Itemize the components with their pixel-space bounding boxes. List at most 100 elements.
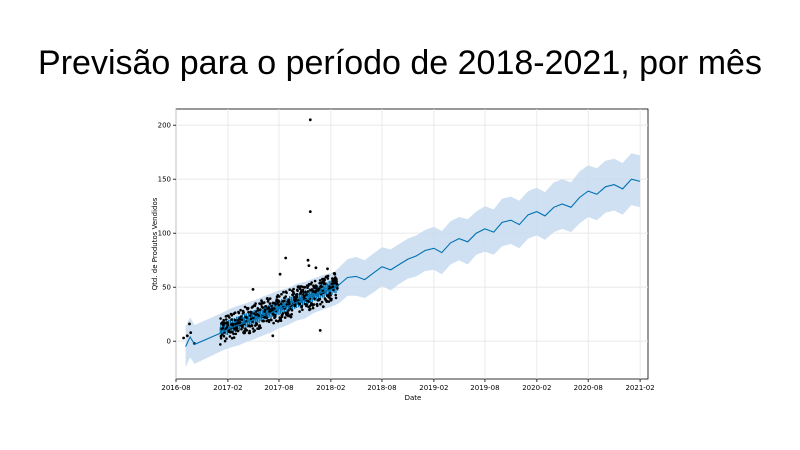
observed-point bbox=[268, 297, 272, 300]
observed-point bbox=[304, 290, 307, 294]
observed-point bbox=[272, 307, 276, 310]
observed-points bbox=[182, 118, 340, 346]
observed-point bbox=[219, 317, 222, 320]
observed-point bbox=[230, 336, 234, 340]
observed-point bbox=[281, 312, 285, 315]
observed-point bbox=[284, 295, 288, 298]
observed-point bbox=[308, 118, 312, 122]
observed-point bbox=[331, 285, 335, 288]
observed-point bbox=[287, 298, 291, 302]
observed-point bbox=[323, 282, 327, 286]
observed-point bbox=[277, 300, 281, 303]
y-axis-label: Qtd. de Produtos Vendidos bbox=[151, 197, 159, 290]
observed-point bbox=[290, 308, 294, 312]
observed-point bbox=[263, 301, 266, 304]
observed-point bbox=[235, 327, 239, 330]
observed-point bbox=[287, 300, 291, 304]
observed-point bbox=[329, 294, 332, 297]
x-tick-label: 2017-08 bbox=[264, 384, 293, 392]
observed-point bbox=[326, 274, 330, 278]
observed-point bbox=[319, 302, 322, 306]
observed-point bbox=[250, 311, 253, 315]
observed-point bbox=[228, 335, 232, 338]
observed-point bbox=[297, 285, 301, 288]
observed-point bbox=[298, 287, 302, 291]
observed-point bbox=[232, 332, 235, 336]
observed-point bbox=[268, 302, 272, 305]
observed-point bbox=[219, 336, 223, 340]
observed-point bbox=[325, 299, 329, 303]
observed-point bbox=[236, 329, 240, 333]
observed-point bbox=[282, 299, 286, 303]
observed-point bbox=[303, 294, 307, 298]
y-tick-label: 0 bbox=[167, 338, 171, 346]
observed-point bbox=[318, 329, 322, 332]
observed-point bbox=[254, 310, 258, 313]
observed-point bbox=[243, 305, 247, 309]
observed-point bbox=[301, 288, 305, 292]
observed-point bbox=[189, 331, 193, 334]
observed-point bbox=[316, 304, 319, 308]
observed-point bbox=[283, 316, 287, 319]
observed-point bbox=[188, 322, 191, 326]
observed-point bbox=[224, 318, 228, 321]
observed-point bbox=[328, 291, 332, 295]
observed-point bbox=[255, 323, 259, 326]
observed-point bbox=[245, 316, 248, 320]
observed-point bbox=[301, 308, 304, 312]
observed-point bbox=[326, 277, 330, 280]
observed-point bbox=[226, 324, 230, 327]
observed-point bbox=[284, 256, 288, 260]
observed-point bbox=[250, 324, 254, 327]
observed-point bbox=[246, 306, 250, 310]
observed-point bbox=[221, 326, 225, 330]
observed-point bbox=[315, 285, 318, 289]
observed-point bbox=[318, 287, 321, 290]
x-tick-label: 2017-02 bbox=[213, 384, 242, 392]
observed-point bbox=[313, 279, 317, 283]
observed-point bbox=[306, 258, 310, 262]
x-axis-label: Date bbox=[405, 394, 422, 402]
observed-point bbox=[295, 293, 299, 296]
observed-point bbox=[225, 326, 229, 329]
observed-point bbox=[234, 322, 237, 326]
observed-point bbox=[289, 315, 293, 319]
observed-point bbox=[239, 308, 242, 312]
observed-point bbox=[220, 333, 224, 336]
observed-point bbox=[274, 303, 277, 306]
observed-point bbox=[271, 308, 274, 312]
observed-point bbox=[327, 293, 330, 297]
observed-point bbox=[280, 315, 284, 319]
observed-point bbox=[234, 332, 238, 336]
observed-point bbox=[237, 311, 241, 315]
observed-point bbox=[257, 314, 261, 317]
observed-point bbox=[278, 295, 281, 298]
observed-point bbox=[270, 304, 273, 308]
observed-point bbox=[264, 305, 268, 308]
observed-point bbox=[280, 292, 283, 296]
observed-point bbox=[259, 326, 262, 330]
observed-point bbox=[182, 336, 186, 340]
observed-point bbox=[253, 304, 257, 308]
observed-point bbox=[240, 318, 243, 322]
observed-point bbox=[300, 304, 304, 308]
observed-point bbox=[282, 290, 285, 294]
observed-point bbox=[270, 318, 273, 322]
observed-point bbox=[292, 292, 296, 295]
observed-point bbox=[279, 319, 283, 323]
observed-point bbox=[330, 297, 333, 301]
observed-point bbox=[223, 339, 227, 343]
observed-point bbox=[279, 302, 283, 306]
observed-point bbox=[307, 264, 311, 267]
observed-point bbox=[298, 310, 301, 313]
x-tick-label: 2020-08 bbox=[574, 384, 603, 392]
observed-point bbox=[247, 310, 250, 314]
observed-point bbox=[252, 316, 255, 320]
observed-point bbox=[225, 337, 228, 340]
observed-point bbox=[262, 319, 266, 323]
observed-point bbox=[267, 298, 270, 302]
observed-point bbox=[240, 327, 243, 331]
uncertainty-interval bbox=[185, 153, 641, 368]
observed-point bbox=[330, 282, 334, 286]
